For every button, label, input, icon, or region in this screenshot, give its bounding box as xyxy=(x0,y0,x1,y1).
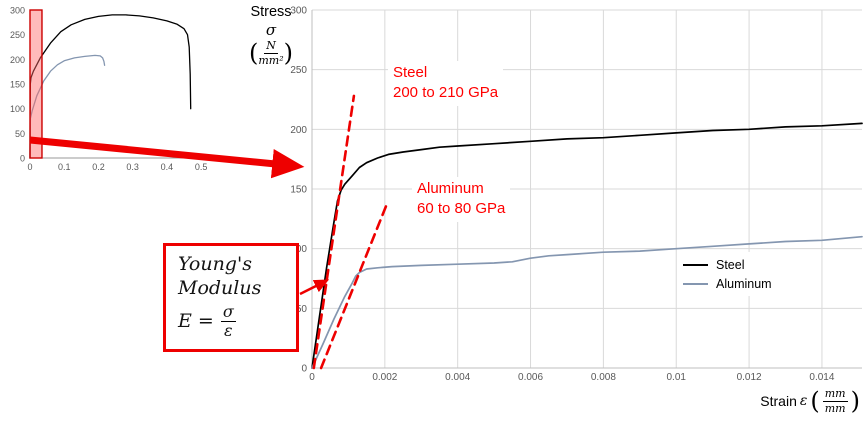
svg-text:200: 200 xyxy=(290,125,307,136)
steel-annotation-name: Steel xyxy=(393,64,428,81)
svg-text:0: 0 xyxy=(309,372,315,383)
aluminum-line-swatch xyxy=(683,282,708,285)
svg-text:0.012: 0.012 xyxy=(737,372,762,383)
aluminum-modulus-annotation: Aluminum 60 to 80 GPa xyxy=(412,177,511,222)
elastic-region-chart: 00.0020.0040.0060.0080.010.0120.01405010… xyxy=(290,6,863,383)
svg-text:0.004: 0.004 xyxy=(445,372,470,383)
svg-text:200: 200 xyxy=(10,55,25,65)
strain-unit-numerator: mm xyxy=(822,387,848,402)
formula-lhs: E = xyxy=(178,309,214,332)
svg-text:0.01: 0.01 xyxy=(667,372,687,383)
stress-unit-numerator: N xyxy=(264,39,278,54)
youngs-modulus-formula: E = σ ε xyxy=(178,301,286,341)
steel-line-swatch xyxy=(683,263,708,266)
aluminum-curve xyxy=(311,235,863,369)
legend-item-aluminum: Aluminum xyxy=(683,274,772,293)
svg-text:0: 0 xyxy=(301,364,307,375)
svg-text:0.014: 0.014 xyxy=(809,372,834,383)
stress-axis-label: Stress σ ( N mm² ) xyxy=(233,4,309,66)
svg-text:0.008: 0.008 xyxy=(591,372,616,383)
svg-text:300: 300 xyxy=(290,6,307,17)
steel-curve xyxy=(311,122,863,369)
svg-text:250: 250 xyxy=(10,30,25,40)
stress-unit-denominator: mm² xyxy=(258,53,284,67)
aluminum-annotation-value: 60 to 80 GPa xyxy=(417,200,506,218)
close-paren: ) xyxy=(283,39,294,68)
legend-label-steel: Steel xyxy=(716,257,745,272)
strain-axis-label: Strain ε ( mm mm ) xyxy=(760,388,860,414)
close-paren: ) xyxy=(850,387,860,416)
svg-text:250: 250 xyxy=(290,65,307,76)
svg-text:100: 100 xyxy=(10,104,25,114)
open-paren: ( xyxy=(248,39,259,68)
stress-unit-fraction: N mm² xyxy=(258,40,283,66)
svg-text:0.2: 0.2 xyxy=(92,162,105,172)
svg-text:150: 150 xyxy=(290,185,307,196)
open-paren: ( xyxy=(810,387,820,416)
sigma-symbol: σ xyxy=(265,21,277,39)
elastic-region-highlight xyxy=(29,9,43,159)
legend-label-aluminum: Aluminum xyxy=(716,276,772,291)
strain-unit-fraction: mm mm xyxy=(822,387,848,415)
youngs-word: Young's xyxy=(178,253,252,275)
steel-curve xyxy=(29,14,192,159)
overview-stress-strain-chart: 0 0.1 0.2 0.3 0.4 0.5 0 50 100 150 200 250 300 xyxy=(10,6,208,172)
aluminum-curve xyxy=(29,54,106,159)
aluminum-annotation-name: Aluminum xyxy=(417,180,484,197)
formula-denominator: ε xyxy=(224,321,233,341)
formula-fraction: σ ε xyxy=(220,301,236,341)
steel-modulus-annotation: Steel 200 to 210 GPa xyxy=(388,61,504,106)
svg-text:300: 300 xyxy=(10,6,25,16)
svg-text:150: 150 xyxy=(10,80,25,90)
stress-units: ( N mm² ) xyxy=(249,40,293,66)
epsilon-symbol: ε xyxy=(799,393,808,410)
aluminum-modulus-tangent-curve xyxy=(319,203,388,370)
svg-text:0.1: 0.1 xyxy=(58,162,71,172)
steel-modulus-tangent-curve xyxy=(312,94,356,370)
svg-text:0.002: 0.002 xyxy=(372,372,397,383)
chart-legend: Steel Aluminum xyxy=(677,252,778,296)
svg-text:50: 50 xyxy=(15,129,25,139)
strain-axis-title: Strain xyxy=(760,393,797,410)
legend-item-steel: Steel xyxy=(683,255,772,274)
stress-axis-title: Stress xyxy=(250,4,292,20)
formula-numerator: σ xyxy=(220,301,236,323)
youngs-modulus-callout: Young's Modulus E = σ ε xyxy=(163,243,299,353)
steel-annotation-value: 200 to 210 GPa xyxy=(393,84,499,102)
strain-unit-denominator: mm xyxy=(824,401,846,415)
svg-text:0.4: 0.4 xyxy=(161,162,174,172)
svg-text:0.5: 0.5 xyxy=(195,162,208,172)
svg-text:0.006: 0.006 xyxy=(518,372,543,383)
svg-text:50: 50 xyxy=(296,304,308,315)
svg-text:0: 0 xyxy=(20,154,25,164)
svg-text:0: 0 xyxy=(27,162,32,172)
svg-text:0.3: 0.3 xyxy=(126,162,139,172)
modulus-word: Modulus xyxy=(178,276,262,299)
